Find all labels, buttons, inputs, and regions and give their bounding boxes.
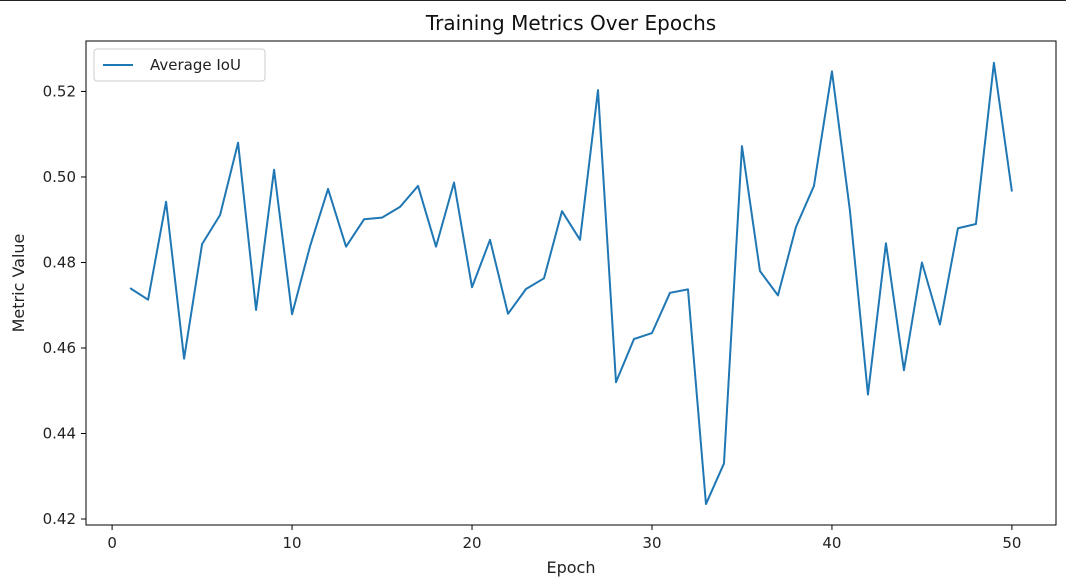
x-tick-label: 0 xyxy=(107,534,117,552)
x-tick-label: 40 xyxy=(822,534,841,552)
x-tick-label: 50 xyxy=(1002,534,1021,552)
legend-box xyxy=(93,48,266,82)
x-tick-label: 20 xyxy=(462,534,481,552)
y-tick-label: 0.42 xyxy=(43,510,76,528)
y-tick-label: 0.48 xyxy=(43,253,76,271)
x-axis-ticks: 0 10 20 30 40 50 xyxy=(107,525,1021,552)
x-axis-label: Epoch xyxy=(547,558,596,577)
plot-area-frame xyxy=(85,40,1057,526)
y-tick-label: 0.44 xyxy=(43,425,76,443)
series-layer xyxy=(129,61,1013,506)
y-tick-label: 0.50 xyxy=(43,168,76,186)
x-tick-label: 10 xyxy=(283,534,302,552)
y-tick-label: 0.52 xyxy=(43,82,76,100)
y-axis-label: Metric Value xyxy=(9,234,28,333)
series-line-average-iou xyxy=(129,61,1013,506)
y-tick-label: 0.46 xyxy=(43,339,76,357)
legend: Average IoU xyxy=(93,48,266,82)
chart-title: Training Metrics Over Epochs xyxy=(425,11,716,35)
x-tick-label: 30 xyxy=(642,534,661,552)
y-axis-ticks: 0.42 0.44 0.46 0.48 0.50 0.52 xyxy=(43,82,86,528)
legend-label: Average IoU xyxy=(150,56,241,74)
top-border xyxy=(0,0,1066,1)
